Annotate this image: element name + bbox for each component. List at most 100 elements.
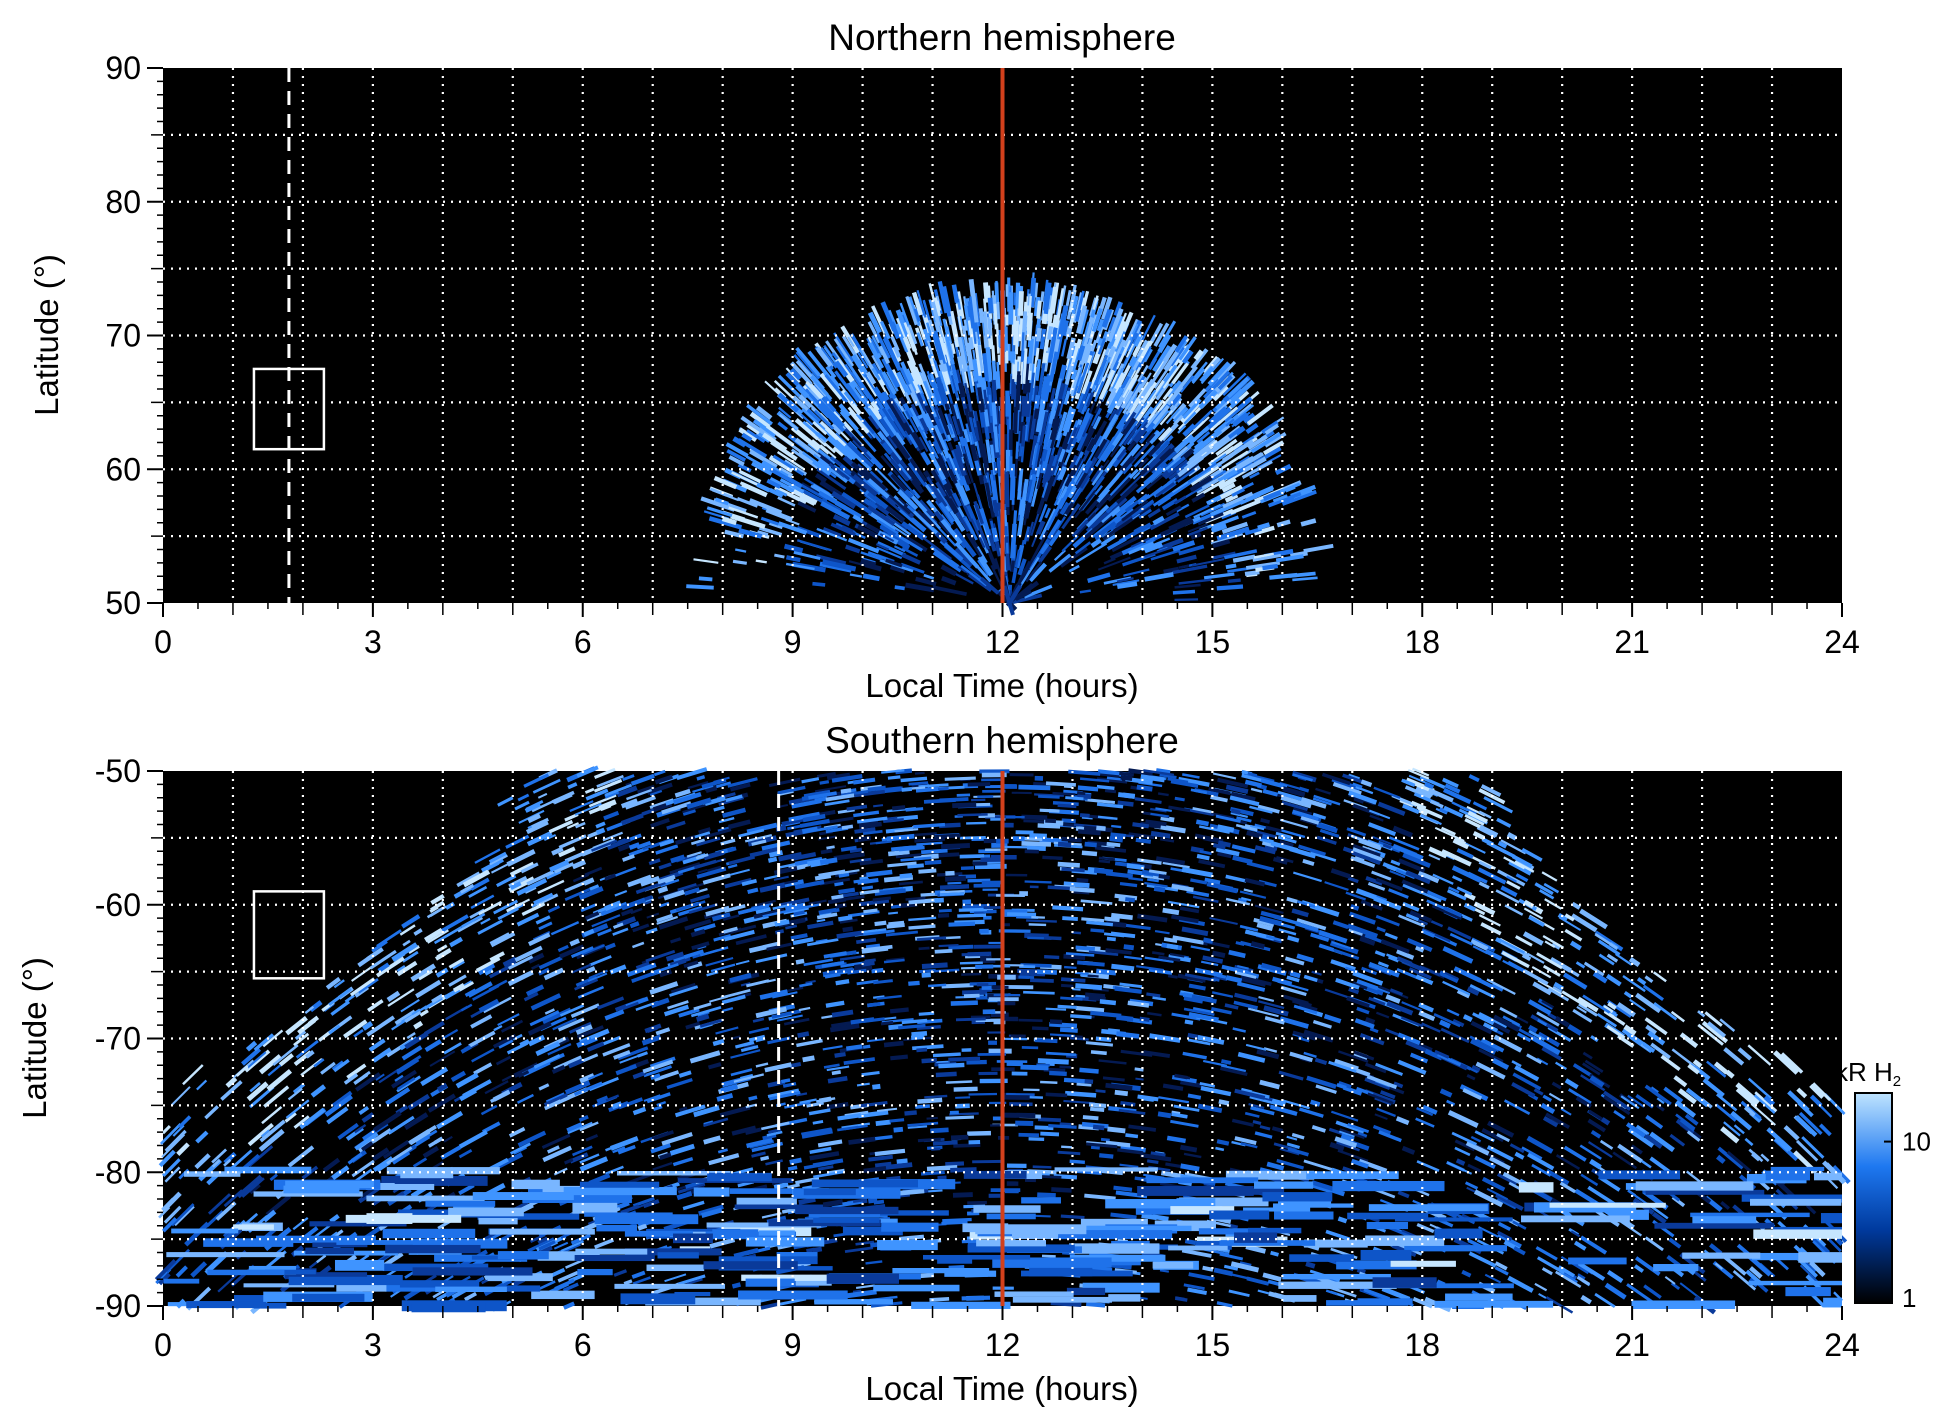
emission-streak: [802, 420, 822, 439]
emission-streak: [1409, 910, 1432, 923]
emission-streak: [709, 487, 734, 499]
emission-streak: [1174, 1073, 1188, 1080]
emission-streak: [814, 472, 828, 484]
emission-streak: [161, 1124, 171, 1135]
emission-streak: [247, 1122, 274, 1147]
emission-streak: [876, 519, 899, 535]
emission-streak: [1465, 1141, 1490, 1156]
emission-streak: [1511, 854, 1533, 869]
emission-streak: [1570, 1230, 1581, 1238]
y-tick-label: 90: [105, 50, 141, 86]
emission-streak: [1697, 1010, 1706, 1018]
emission-streak: [1496, 1172, 1518, 1186]
emission-streak: [746, 1137, 773, 1149]
emission-streak: [895, 853, 922, 859]
emission-streak: [654, 774, 674, 785]
emission-streak: [1122, 366, 1141, 398]
emission-streak: [1101, 308, 1113, 328]
emission-streak: [1184, 1238, 1196, 1245]
emission-streak: [1332, 920, 1349, 930]
emission-streak: [904, 410, 919, 433]
emission-streak: [1017, 503, 1026, 537]
emission-streak: [1521, 953, 1532, 962]
emission-streak: [1081, 370, 1093, 395]
emission-streak: [901, 552, 921, 565]
emission-streak: [1264, 843, 1278, 851]
emission-streak: [1219, 1252, 1244, 1261]
emission-streak: [612, 922, 624, 930]
emission-streak: [724, 877, 752, 889]
emission-streak: [1210, 498, 1245, 517]
emission-streak: [1539, 889, 1555, 900]
emission-streak: [1138, 372, 1152, 393]
emission-streak: [886, 957, 905, 962]
emission-streak: [1061, 818, 1076, 824]
emission-streak: [695, 1013, 710, 1022]
emission-streak: [1032, 1165, 1052, 1169]
emission-streak: [450, 1070, 467, 1083]
emission-streak: [396, 1075, 421, 1093]
emission-streak: [427, 1093, 456, 1113]
emission-streak: [1234, 964, 1254, 973]
emission-streak: [1108, 408, 1117, 421]
emission-streak: [772, 454, 805, 476]
emission-streak: [1090, 435, 1103, 454]
emission-streak: [831, 1009, 854, 1018]
emission-streak: [938, 943, 959, 948]
emission-streak: [1239, 977, 1266, 987]
emission-streak: [506, 902, 523, 913]
emission-streak: [713, 805, 725, 812]
emission-streak: [474, 848, 501, 864]
emission-streak: [952, 1192, 973, 1198]
emission-streak: [1166, 385, 1184, 406]
emission-streak: [1416, 1160, 1440, 1172]
emission-streak: [924, 1094, 948, 1099]
emission-streak: [1358, 1158, 1388, 1173]
emission-streak: [736, 497, 759, 508]
emission-streak: [1150, 807, 1167, 813]
emission-streak: [1541, 1046, 1562, 1061]
emission-streak: [812, 581, 826, 587]
emission-streak: [520, 862, 539, 874]
emission-streak: [834, 370, 850, 390]
emission-streak: [1212, 842, 1226, 850]
emission-streak: [1323, 1013, 1342, 1024]
emission-streak: [1467, 810, 1489, 824]
emission-streak: [613, 1049, 631, 1060]
emission-streak: [372, 1156, 394, 1173]
emission-streak: [678, 1070, 692, 1078]
emission-streak: [1127, 541, 1155, 555]
emission-streak: [1538, 1292, 1547, 1299]
emission-streak: [986, 472, 993, 494]
emission-streak: [177, 1115, 192, 1129]
emission-streak: [858, 820, 879, 826]
emission-streak: [1039, 542, 1050, 555]
emission-streak: [935, 1060, 950, 1065]
emission-streak: [470, 1014, 493, 1029]
emission-streak: [1079, 777, 1110, 783]
emission-streak: [1093, 354, 1109, 386]
emission-streak: [1036, 300, 1042, 319]
emission-streak: [871, 967, 884, 974]
emission-streak: [1311, 1180, 1334, 1192]
emission-streak: [1039, 328, 1047, 350]
emission-streak: [1415, 974, 1434, 986]
emission-streak: [1334, 1136, 1358, 1148]
emission-streak: [1494, 1266, 1509, 1276]
emission-streak: [1716, 1154, 1726, 1164]
emission-streak: [841, 524, 854, 534]
emission-streak: [585, 1133, 599, 1142]
emission-streak: [1783, 1125, 1800, 1141]
emission-streak: [1503, 1099, 1531, 1116]
emission-streak: [1106, 776, 1123, 781]
emission-streak: [1420, 814, 1442, 826]
emission-streak: [1076, 877, 1089, 883]
emission-streak: [666, 1077, 693, 1090]
emission-streak: [1557, 912, 1569, 922]
emission-streak: [752, 418, 777, 438]
emission-streak: [851, 436, 863, 448]
emission-streak: [1254, 845, 1276, 855]
emission-streak: [831, 774, 863, 783]
emission-streak: [1371, 870, 1392, 881]
emission-streak: [1594, 1292, 1616, 1308]
